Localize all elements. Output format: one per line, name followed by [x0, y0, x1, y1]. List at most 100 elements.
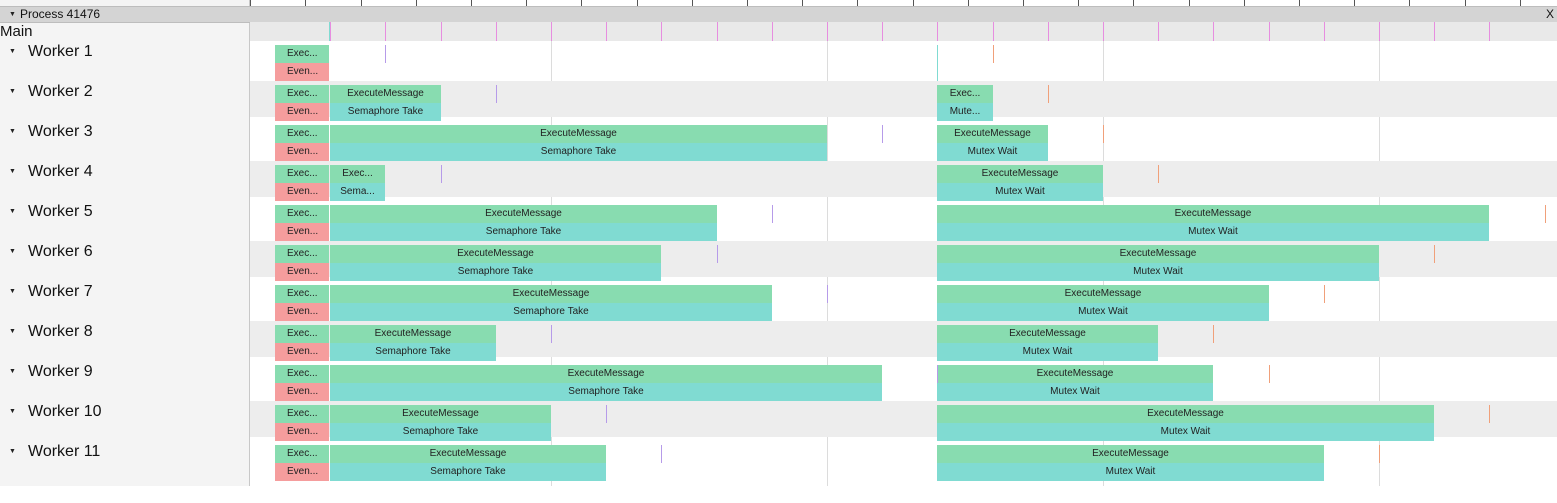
- main-event-marker[interactable]: [551, 22, 552, 41]
- main-event-marker[interactable]: [1103, 22, 1104, 41]
- execute-message-slice[interactable]: ExecuteMessage: [330, 245, 661, 263]
- main-event-marker[interactable]: [1434, 22, 1435, 41]
- main-event-marker[interactable]: [661, 22, 662, 41]
- event-slice[interactable]: Even...: [275, 463, 329, 481]
- execute-slice[interactable]: Exec...: [275, 285, 329, 303]
- mutex-wait-slice[interactable]: Mutex Wait: [937, 183, 1103, 201]
- collapse-caret-icon[interactable]: ▼: [9, 288, 16, 295]
- instant-event-marker[interactable]: [1379, 445, 1380, 463]
- event-slice[interactable]: Even...: [275, 343, 329, 361]
- mutex-wait-slice[interactable]: Mutex Wait: [937, 263, 1379, 281]
- worker-track[interactable]: ▼ Worker 7 Exec... Even... ExecuteMessage Sem…: [0, 281, 1557, 321]
- execute-slice[interactable]: Exec...: [275, 365, 329, 383]
- main-event-marker[interactable]: [385, 22, 386, 41]
- main-event-marker[interactable]: [496, 22, 497, 41]
- execute-message-slice[interactable]: ExecuteMessage: [937, 325, 1158, 343]
- main-event-marker[interactable]: [606, 22, 607, 41]
- main-track[interactable]: Main: [0, 22, 1557, 41]
- event-slice[interactable]: Even...: [275, 223, 329, 241]
- main-event-marker[interactable]: [1489, 22, 1490, 41]
- instant-event-marker[interactable]: [717, 245, 718, 263]
- collapse-caret-icon[interactable]: ▼: [9, 408, 16, 415]
- execute-slice[interactable]: Exec...: [275, 205, 329, 223]
- instant-event-marker[interactable]: [551, 325, 552, 343]
- instant-event-marker[interactable]: [882, 125, 883, 143]
- instant-event-marker[interactable]: [1324, 285, 1325, 303]
- semaphore-take-slice[interactable]: Semaphore Take: [330, 143, 827, 161]
- execute-message-slice[interactable]: ExecuteMessage: [330, 405, 551, 423]
- semaphore-take-slice[interactable]: Semaphore Take: [330, 463, 606, 481]
- main-event-marker[interactable]: [1158, 22, 1159, 41]
- main-event-marker[interactable]: [827, 22, 828, 41]
- event-slice[interactable]: Even...: [275, 383, 329, 401]
- worker-track[interactable]: ▼ Worker 2 Exec... Even... ExecuteMessage Sem…: [0, 81, 1557, 121]
- main-event-marker[interactable]: [717, 22, 718, 41]
- semaphore-take-slice[interactable]: Semaphore Take: [330, 383, 882, 401]
- execute-message-slice[interactable]: ExecuteMessage: [330, 85, 441, 103]
- execute-message-slice[interactable]: ExecuteMessage: [330, 285, 772, 303]
- worker-track[interactable]: ▼ Worker 6 Exec... Even... ExecuteMessage Sem…: [0, 241, 1557, 281]
- execute-slice[interactable]: Exec...: [275, 325, 329, 343]
- execute-slice[interactable]: Exec...: [275, 85, 329, 103]
- instant-event-marker[interactable]: [1213, 325, 1214, 343]
- event-slice[interactable]: Even...: [275, 143, 329, 161]
- semaphore-take-slice[interactable]: Semaphore Take: [330, 423, 551, 441]
- instant-event-marker[interactable]: [1048, 85, 1049, 103]
- collapse-caret-icon[interactable]: ▼: [9, 11, 16, 18]
- event-slice[interactable]: Even...: [275, 423, 329, 441]
- instant-event-marker[interactable]: [496, 85, 497, 103]
- execute-slice[interactable]: Exec...: [275, 245, 329, 263]
- event-slice[interactable]: Even...: [275, 263, 329, 281]
- main-event-marker[interactable]: [441, 22, 442, 41]
- execute-message-slice[interactable]: ExecuteMessage: [330, 325, 496, 343]
- event-slice[interactable]: Even...: [275, 183, 329, 201]
- mutex-wait-slice[interactable]: Mutex Wait: [937, 463, 1324, 481]
- semaphore-take-slice[interactable]: Semaphore Take: [330, 343, 496, 361]
- instant-event-marker[interactable]: [937, 365, 938, 383]
- event-slice[interactable]: Even...: [275, 303, 329, 321]
- main-event-marker[interactable]: [993, 22, 994, 41]
- main-event-marker[interactable]: [1379, 22, 1380, 41]
- worker-track[interactable]: ▼ Worker 9 Exec... Even... ExecuteMessage Sem…: [0, 361, 1557, 401]
- close-button[interactable]: X: [1545, 7, 1554, 21]
- execute-message-slice[interactable]: Exec...: [937, 85, 993, 103]
- main-event-marker[interactable]: [1213, 22, 1214, 41]
- collapse-caret-icon[interactable]: ▼: [9, 48, 16, 55]
- execute-slice[interactable]: Exec...: [275, 405, 329, 423]
- instant-event-marker[interactable]: [661, 445, 662, 463]
- mutex-wait-slice[interactable]: Mutex Wait: [937, 303, 1269, 321]
- semaphore-take-slice[interactable]: Semaphore Take: [330, 223, 717, 241]
- execute-message-slice[interactable]: ExecuteMessage: [937, 165, 1103, 183]
- execute-slice[interactable]: Exec...: [275, 165, 329, 183]
- execute-message-slice[interactable]: ExecuteMessage: [937, 405, 1434, 423]
- execute-message-slice[interactable]: ExecuteMessage: [937, 125, 1048, 143]
- main-event-marker[interactable]: [1269, 22, 1270, 41]
- instant-event-marker[interactable]: [1103, 125, 1104, 143]
- worker-track[interactable]: ▼ Worker 5 Exec... Even... ExecuteMessage Sem…: [0, 201, 1557, 241]
- mutex-wait-slice[interactable]: Mutex Wait: [937, 383, 1213, 401]
- semaphore-take-slice[interactable]: Semaphore Take: [330, 263, 661, 281]
- instant-event-marker[interactable]: [1489, 405, 1490, 423]
- collapse-caret-icon[interactable]: ▼: [9, 448, 16, 455]
- instant-event-marker[interactable]: [993, 45, 994, 63]
- event-slice[interactable]: Even...: [275, 103, 329, 121]
- main-event-marker[interactable]: [937, 22, 938, 41]
- process-header[interactable]: ▼ Process 41476 X: [0, 6, 1557, 23]
- mutex-wait-slice[interactable]: Mutex Wait: [937, 343, 1158, 361]
- instant-event-marker[interactable]: [1545, 205, 1546, 223]
- worker-track[interactable]: ▼ Worker 10 Exec... Even... ExecuteMessage Se…: [0, 401, 1557, 441]
- instant-event-marker[interactable]: [606, 405, 607, 423]
- collapse-caret-icon[interactable]: ▼: [9, 128, 16, 135]
- execute-message-slice[interactable]: ExecuteMessage: [937, 245, 1379, 263]
- instant-event-marker[interactable]: [1158, 165, 1159, 183]
- worker-track[interactable]: ▼ Worker 3 Exec... Even... ExecuteMessage Sem…: [0, 121, 1557, 161]
- semaphore-take-slice[interactable]: Semaphore Take: [330, 303, 772, 321]
- thin-slice-marker[interactable]: [937, 45, 938, 81]
- instant-event-marker[interactable]: [385, 45, 386, 63]
- semaphore-take-slice[interactable]: Semaphore Take: [330, 103, 441, 121]
- execute-slice[interactable]: Exec...: [275, 125, 329, 143]
- collapse-caret-icon[interactable]: ▼: [9, 208, 16, 215]
- mutex-wait-slice[interactable]: Mutex Wait: [937, 223, 1489, 241]
- execute-message-slice[interactable]: ExecuteMessage: [937, 365, 1213, 383]
- event-slice[interactable]: Even...: [275, 63, 329, 81]
